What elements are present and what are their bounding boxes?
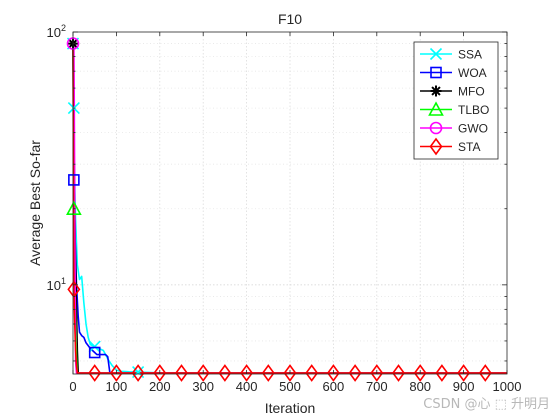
marker-diamond-shape [196,364,210,382]
y-axis-label: Average Best So-far [27,140,43,266]
marker-circle-shape [429,121,443,135]
series-marker-sta [175,364,188,382]
marker-diamond-shape [370,364,384,382]
marker-diamond-shape [457,364,471,382]
marker-square-shape [430,66,442,79]
series-marker-sta [305,364,319,382]
series-marker-sta [326,364,340,382]
marker-diamond-shape [326,364,340,382]
x-tick-label: 1000 [493,379,522,394]
series-marker-sta [218,364,232,382]
marker-triangle-shape [66,200,82,216]
series-marker-woa [88,346,101,359]
series-marker-sta [261,364,275,382]
y-tick-label-exponent: 1 [61,276,66,286]
legend-label-woa: WOA [458,66,487,80]
legend-marker-woa [430,66,442,79]
legend: SSA WOA MFO TLBO GWO STA [413,41,499,160]
legend-label-tlbo: TLBO [458,103,489,117]
x-tick-label: 600 [323,379,345,394]
marker-diamond-shape [429,137,443,156]
y-tick-label-base: 10 [47,278,61,293]
marker-diamond-shape [153,364,167,382]
series-marker-sta [283,364,297,382]
marker-diamond-shape [348,364,362,382]
marker-diamond-shape [478,364,492,382]
series-marker-sta [413,364,427,382]
series-marker-sta [67,280,81,299]
marker-diamond-shape [413,364,427,382]
series-marker-sta [478,364,492,382]
marker-square-shape [88,346,101,359]
x-tick-label: 800 [409,379,431,394]
series-marker-sta [196,364,210,382]
x-tick-label: 900 [453,379,475,394]
series-marker-sta [457,364,471,382]
watermark-text: CSDN @心 ⬚ 升明月 [423,397,550,412]
x-tick-label: 300 [192,379,214,394]
marker-diamond-shape [435,364,449,382]
marker-diamond-shape [67,280,81,299]
series-marker-sta [392,364,405,382]
series-marker-sta [348,364,362,382]
x-tick-label: 500 [279,379,301,394]
series-marker-sta [131,364,145,382]
series-marker-woa [68,174,80,186]
marker-diamond-shape [261,364,275,382]
marker-x-shape [429,47,443,61]
marker-diamond-shape [283,364,297,382]
legend-box [413,41,499,160]
marker-triangle-shape [428,101,444,116]
marker-diamond-shape [392,364,405,382]
marker-asterisk-shape [430,85,442,97]
marker-diamond-shape [218,364,232,382]
x-tick-label: 200 [149,379,171,394]
series-marker-sta [370,364,384,382]
y-tick-label-exponent: 2 [61,23,66,33]
marker-diamond-shape [88,364,102,382]
x-tick-label: 100 [106,379,128,394]
marker-diamond-shape [131,364,145,382]
marker-x-shape [88,340,101,353]
x-axis-label: Iteration [265,400,316,416]
marker-diamond-shape [240,364,254,382]
series-marker-sta [109,364,123,382]
series-marker-sta [435,364,449,382]
legend-label-sta: STA [458,140,480,154]
chart-title: F10 [278,11,302,27]
legend-label-gwo: GWO [458,122,488,136]
marker-square-shape [68,174,80,186]
series-marker-sta [88,364,102,382]
marker-diamond-shape [109,364,123,382]
series-marker-sta [153,364,167,382]
legend-marker-sta [429,137,443,156]
y-tick-label-base: 10 [47,25,61,40]
legend-marker-gwo [429,121,443,135]
marker-diamond-shape [305,364,319,382]
x-tick-label: 0 [69,379,76,394]
legend-label-mfo: MFO [458,85,485,99]
marker-diamond-shape [175,364,188,382]
legend-label-ssa: SSA [458,48,482,62]
x-tick-label: 700 [366,379,388,394]
legend-marker-mfo [430,85,442,97]
series-marker-tlbo [66,200,82,216]
series-line-sta [72,43,507,374]
legend-marker-ssa [429,47,443,61]
legend-marker-tlbo [428,101,444,116]
x-tick-label: 400 [236,379,258,394]
series-marker-sta [240,364,254,382]
series-marker-ssa [88,340,101,353]
